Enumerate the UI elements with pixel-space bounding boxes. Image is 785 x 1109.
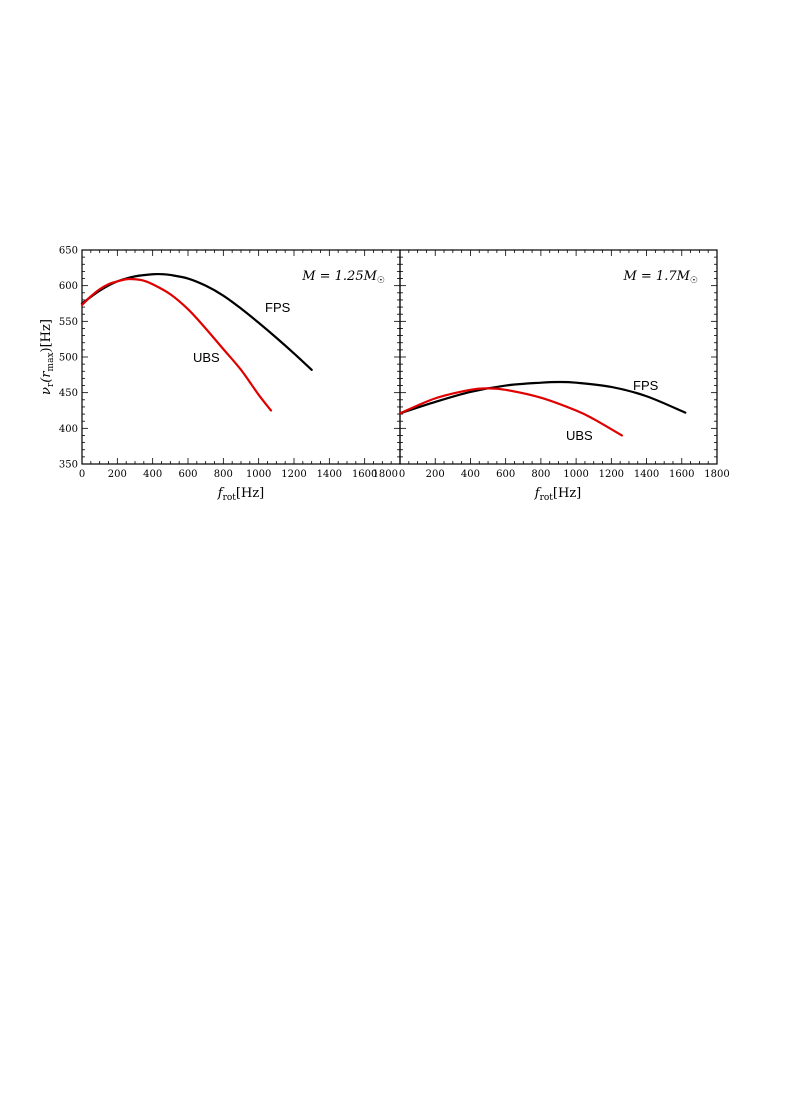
panel-right: 0 200 400 600 800 1000 1200 1400 1600 1800 M = 1.… (398, 249, 730, 503)
panel-left-x-tick-label: 1200 (281, 469, 306, 480)
y-label-sub-max: max (46, 352, 56, 371)
panel-left-x-tick-label: 1000 (246, 469, 271, 480)
panel-left-y-tick-label: 500 (59, 353, 78, 364)
panel-left-sun-symbol: ☉ (377, 276, 385, 286)
panel-left-x-tick-label: 0 (79, 469, 85, 480)
panel-left-mass-text: M = 1.25M (301, 269, 377, 284)
panel-right-x-tick-label: 1400 (634, 469, 659, 480)
y-label-main: ν (39, 387, 54, 395)
y-label-close: ) (39, 347, 54, 352)
panel-left-x-tick-label: 600 (178, 469, 197, 480)
panel-left-y-tick-label: 650 (59, 246, 78, 257)
y-label-mid: (r (39, 371, 54, 383)
panel-left-ubs-label: UBS (193, 350, 220, 365)
panel-right-x-axis-label: frot[Hz] (534, 486, 582, 503)
panel-right-x-label-unit: [Hz] (553, 486, 581, 501)
panel-left-y-tick-label: 350 (59, 460, 78, 471)
panel-left-y-tick-label: 550 (59, 317, 78, 328)
panel-right-sun-symbol: ☉ (690, 276, 698, 286)
panel-right-mass-text: M = 1.7M (622, 269, 690, 284)
panel-right-x-label-main: f (534, 486, 542, 501)
panel-right-x-tick-label: 1200 (599, 469, 624, 480)
panel-right-mass-annotation: M = 1.7M☉ (622, 269, 698, 286)
panel-left-x-axis-label: frot[Hz] (217, 486, 265, 503)
panel-left-x-label-main: f (217, 486, 225, 501)
panel-left-fps-label: FPS (265, 300, 291, 315)
panel-right-x-tick-label: 800 (531, 469, 550, 480)
panel-left-x-tick-label: 400 (143, 469, 162, 480)
panel-right-x-tick-label: 1800 (704, 469, 729, 480)
panel-left-y-tick-label: 400 (59, 424, 78, 435)
panel-left-x-tick-label: 200 (108, 469, 127, 480)
panel-left-x-tick-label: 1400 (317, 469, 342, 480)
y-label-unit: [Hz] (39, 319, 54, 347)
panel-left-x-label-sub: rot (223, 493, 237, 503)
panel-left-curves (80, 272, 313, 412)
panel-right-series-ubs-line (398, 387, 623, 437)
panel-right-x-tick-label: 1600 (669, 469, 694, 480)
y-axis-label: νr(rmax)[Hz] (39, 319, 56, 395)
panel-right-x-tick-label: 200 (426, 469, 445, 480)
panel-right-ticks (399, 249, 718, 465)
panel-right-x-tick-label: 600 (496, 469, 515, 480)
y-label-sub-r: r (46, 382, 56, 387)
panel-right-x-label-sub: rot (540, 493, 554, 503)
panel-right-series-fps-line (398, 380, 687, 415)
panel-right-tick-labels: 0 200 400 600 800 1000 1200 1400 1600 1800 (399, 469, 730, 480)
panel-right-x-tick-label: 1000 (563, 469, 588, 480)
panel-left-x-tick-label: 1600 (352, 469, 377, 480)
panel-left-x-label-unit: [Hz] (236, 486, 264, 501)
panel-right-x-tick-label: 0 (399, 469, 405, 480)
panel-left-series-ubs-line (80, 277, 273, 412)
panel-right-ubs-label: UBS (566, 428, 593, 443)
panel-right-fps-label: FPS (633, 378, 659, 393)
panel-right-curves (398, 380, 687, 437)
panel-left-y-tick-label: 600 (59, 281, 78, 292)
panel-right-x-tick-label: 400 (461, 469, 480, 480)
panel-left-y-tick-label: 450 (59, 388, 78, 399)
panel-left-x-tick-label: 800 (214, 469, 233, 480)
panel-left-mass-annotation: M = 1.25M☉ (301, 269, 385, 286)
panel-left-x-tick-label: 1800 (373, 469, 398, 480)
